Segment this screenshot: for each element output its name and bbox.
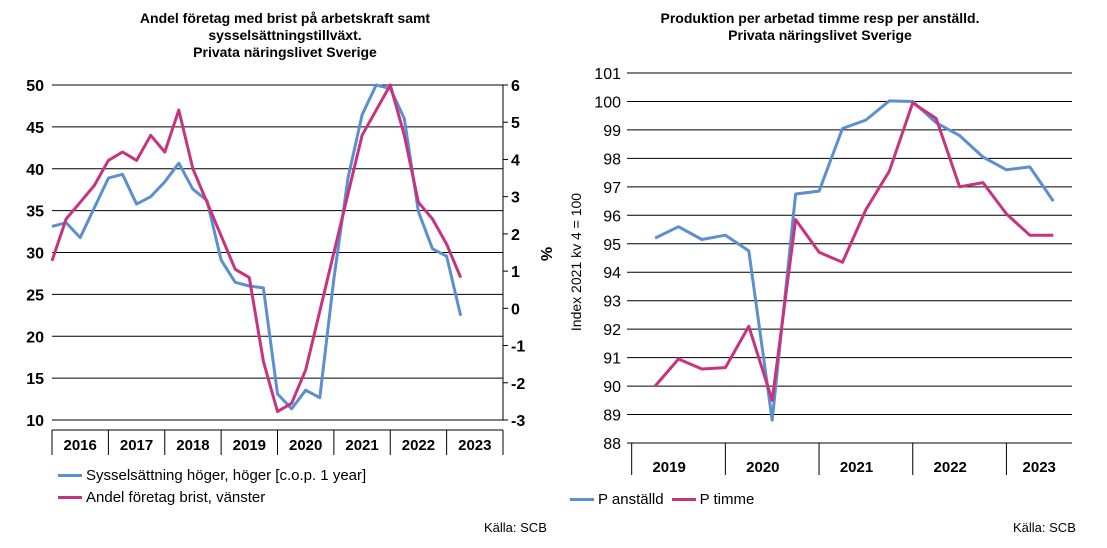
series-line-andel-brist — [50, 83, 463, 414]
legend-swatch-andel-brist — [58, 495, 82, 499]
series-line-sysselsattning — [51, 83, 463, 411]
y-right-tick-label: 5 — [511, 115, 520, 132]
y-tick-label: 91 — [603, 351, 621, 368]
y-tick-label: 98 — [603, 151, 621, 168]
y-right-tick-label: 1 — [511, 264, 520, 281]
legend-item-p-timme: P timme — [671, 488, 755, 510]
series-line-p-timme — [653, 101, 1054, 402]
y-right-tick-label: -1 — [511, 339, 525, 356]
x-tick-label: 2023 — [458, 437, 491, 454]
y-axis-label: Index 2021 kv 4 = 100 — [568, 193, 584, 331]
legend-item-sysselsattning: Sysselsättning höger, höger [c.o.p. 1 ye… — [58, 464, 366, 486]
series-line-p-anstalld — [654, 99, 1055, 422]
y-tick-label: 92 — [603, 322, 621, 339]
y-left-tick-label: 45 — [26, 120, 44, 137]
y-right-tick-label: 3 — [511, 190, 520, 207]
y-tick-label: 94 — [603, 265, 621, 282]
x-tick-label: 2020 — [289, 437, 322, 454]
right-chart-title: Produktion per arbetad timme resp per an… — [660, 10, 980, 43]
y-tick-label: 97 — [603, 180, 621, 197]
left-chart-title: Andel företag med brist på arbetskraft s… — [139, 10, 431, 60]
y-tick-label: 100 — [594, 94, 621, 111]
x-tick-label: 2022 — [402, 437, 435, 454]
x-tick-label: 2018 — [176, 437, 209, 454]
y-tick-label: 88 — [603, 436, 621, 453]
right-chart-plot: 88 89 90 91 92 93 94 95 96 97 98 99 100 101 Index 2021… — [568, 66, 1072, 476]
y-left-tick-label: 50 — [26, 78, 44, 95]
y-left-tick-label: 40 — [26, 162, 44, 179]
y-tick-label: 95 — [603, 237, 621, 254]
y-right-tick-label: -3 — [511, 413, 525, 430]
right-legend: P anställd P timme — [570, 488, 754, 510]
y-tick-label: 96 — [603, 208, 621, 225]
legend-label-p-timme: P timme — [699, 490, 755, 508]
y-left-tick-label: 10 — [26, 413, 44, 430]
y-tick-label: 99 — [603, 123, 621, 140]
x-tick-label: 2019 — [233, 437, 266, 454]
x-tick-label: 2016 — [64, 437, 97, 454]
y-left-tick-label: 35 — [26, 204, 44, 221]
legend-swatch-p-timme — [671, 497, 696, 501]
legend-label-sysselsattning: Sysselsättning höger, höger [c.o.p. 1 ye… — [86, 466, 367, 484]
y-right-tick-label: 2 — [511, 227, 520, 244]
y-left-tick-label: 30 — [26, 246, 44, 263]
y-left-tick-label: 15 — [26, 371, 44, 388]
x-tick-label: 2021 — [345, 437, 378, 454]
legend-swatch-sysselsattning — [58, 473, 82, 477]
x-tick-label: 2023 — [1023, 459, 1056, 476]
legend-item-p-anstalld: P anställd — [570, 488, 664, 510]
y-right-axis-label: % — [537, 247, 554, 261]
left-source-note: Källa: SCB — [484, 520, 547, 535]
y-right-tick-label: 4 — [511, 152, 520, 169]
legend-label-p-anstalld: P anställd — [598, 490, 664, 508]
left-legend: Sysselsättning höger, höger [c.o.p. 1 ye… — [58, 464, 366, 508]
right-source-note: Källa: SCB — [1013, 520, 1076, 535]
y-right-tick-label: 0 — [511, 301, 520, 318]
y-right-tick-label: 6 — [511, 78, 520, 95]
y-tick-label: 90 — [603, 379, 621, 396]
y-tick-label: 89 — [603, 408, 621, 425]
y-tick-label: 101 — [594, 66, 621, 83]
x-tick-label: 2020 — [746, 459, 779, 476]
y-right-tick-label: -2 — [511, 376, 525, 393]
y-left-tick-label: 25 — [26, 287, 44, 304]
x-tick-label: 2021 — [840, 459, 873, 476]
y-left-tick-label: 20 — [26, 329, 44, 346]
x-tick-label: 2019 — [652, 459, 685, 476]
y-tick-label: 93 — [603, 294, 621, 311]
left-chart-panel: Andel företag med brist på arbetskraft s… — [26, 10, 554, 535]
x-tick-label: 2022 — [934, 459, 967, 476]
legend-label-andel-brist: Andel företag brist, vänster — [86, 488, 266, 506]
x-tick-label: 2017 — [120, 437, 153, 454]
legend-swatch-p-anstalld — [570, 497, 594, 501]
right-chart-panel: Produktion per arbetad timme resp per an… — [560, 0, 1107, 548]
legend-item-andel-brist: Andel företag brist, vänster — [58, 486, 366, 508]
